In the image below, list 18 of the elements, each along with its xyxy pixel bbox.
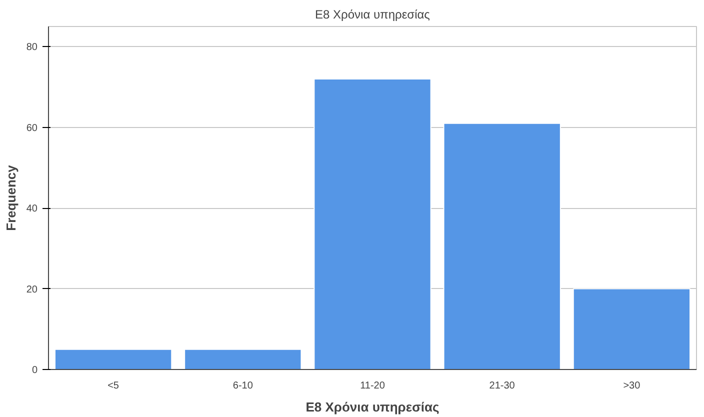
x-tick-label: 21-30 [489,380,516,392]
chart-title: E8 Χρόνια υπηρεσίας [315,8,430,22]
bar [314,78,432,370]
x-tick-label: <5 [108,380,120,392]
y-tick-label: 0 [32,365,38,376]
y-tick-label: 40 [26,204,38,215]
y-tick-label: 80 [26,42,38,54]
x-tick-label: 6-10 [232,380,254,392]
bar [572,288,691,370]
y-tick-label: 20 [26,284,38,296]
x-tick-label: >30 [623,380,641,392]
x-tick-label: 11-20 [360,380,386,392]
bar [443,122,561,370]
x-axis-title: E8 Χρόνια υπηρεσίας [306,400,440,414]
bar [184,348,302,370]
y-tick-label: 60 [26,122,38,134]
y-axis-title: Frequency [3,164,18,231]
bar [54,348,172,370]
